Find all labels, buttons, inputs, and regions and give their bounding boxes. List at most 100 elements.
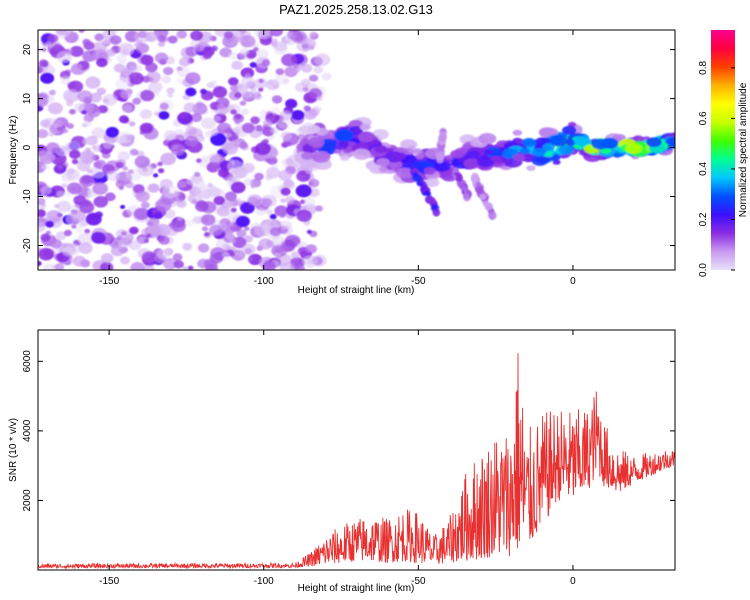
heatmap-cell [163, 258, 178, 270]
heatmap-cell [543, 127, 559, 137]
heatmap-cell [91, 231, 106, 244]
heatmap-cell [234, 119, 241, 125]
heatmap-cell [47, 154, 56, 161]
snr-ylabel: SNR (10 * v/v) [8, 418, 19, 482]
heatmap-cell [256, 48, 269, 59]
heatmap-cell [275, 253, 282, 259]
heatmap-cell [137, 236, 147, 245]
heatmap-cell [48, 131, 55, 137]
heatmap-cell [395, 152, 407, 160]
heatmap-cell [65, 141, 81, 153]
heatmap-cell [460, 181, 465, 186]
heatmap-cell [269, 30, 283, 37]
x-tick-label: -50 [411, 576, 426, 587]
heatmap-cell [285, 98, 298, 109]
heatmap-cell [86, 169, 93, 174]
heatmap-cell [66, 123, 74, 129]
heatmap-cell [234, 92, 242, 99]
heatmap-cell [103, 140, 114, 149]
heatmap-cell [303, 197, 316, 207]
heatmap-cell [228, 51, 239, 61]
heatmap-cell [158, 235, 170, 245]
heatmap-cell [314, 53, 331, 67]
heatmap-cell [80, 150, 96, 163]
heatmap-cell [294, 82, 308, 93]
heatmap-cell [239, 30, 247, 34]
heatmap-cell [646, 137, 662, 148]
y-tick-label: -10 [22, 189, 33, 204]
snr-xlabel: Height of straight line (km) [298, 583, 415, 594]
heatmap-cell [293, 63, 299, 69]
heatmap-cell [177, 66, 183, 72]
heatmap-cell [410, 163, 415, 168]
heatmap-cell [440, 130, 446, 136]
heatmap-cell [142, 265, 155, 270]
heatmap-cell [103, 39, 110, 45]
heatmap-cell [308, 178, 320, 188]
heatmap-cell [262, 119, 273, 128]
heatmap-cell [274, 41, 287, 52]
heatmap-cell [216, 103, 225, 111]
heatmap-cell [190, 30, 204, 41]
heatmap-cell [230, 109, 238, 115]
y-tick-label: 2000 [22, 489, 33, 512]
heatmap-cell [69, 149, 81, 159]
heatmap-cell [271, 95, 283, 104]
heatmap-cell [74, 226, 84, 233]
heatmap-cell [184, 135, 199, 147]
heatmap-cell [425, 178, 440, 188]
heatmap-cell [65, 191, 72, 197]
heatmap-cell [481, 193, 487, 200]
heatmap-cell [106, 57, 113, 63]
heatmap-cell [85, 212, 102, 226]
heatmap-cell [279, 110, 293, 121]
heatmap-cell [220, 252, 231, 261]
heatmap-cell [478, 133, 497, 145]
heatmap-cell [56, 50, 72, 63]
heatmap-cell [194, 171, 201, 177]
heatmap-cell [176, 30, 187, 39]
heatmap-cell [96, 57, 108, 68]
heatmap-cell [228, 77, 239, 86]
heatmap-cell [178, 181, 187, 188]
heatmap-cell [194, 43, 205, 52]
heatmap-cell [141, 201, 150, 209]
heatmap-cell [285, 196, 295, 204]
heatmap-cell [290, 258, 299, 265]
heatmap-cell [212, 86, 228, 98]
heatmap-cell [279, 212, 286, 218]
heatmap-cell [197, 243, 210, 253]
heatmap-cell [40, 185, 52, 195]
heatmap-cell [38, 247, 54, 261]
heatmap-cell [311, 254, 327, 267]
heatmap-cell [308, 137, 325, 148]
heatmap-cell [100, 262, 114, 270]
heatmap-cell [89, 92, 102, 103]
heatmap-cell [352, 148, 371, 160]
heatmap-cell [491, 155, 502, 163]
heatmap-cell [62, 246, 75, 257]
heatmap-cell [216, 206, 230, 217]
heatmap-cell [412, 148, 423, 155]
heatmap-cell [632, 135, 645, 143]
heatmap-cell [475, 181, 482, 188]
heatmap-cell [241, 122, 255, 134]
heatmap-cell [124, 76, 131, 82]
heatmap-cell [176, 78, 184, 84]
heatmap-cell [467, 150, 480, 159]
heatmap-cell [474, 185, 483, 194]
colorbar-tick-label: 0.0 [698, 263, 709, 277]
heatmap-cell [49, 238, 62, 249]
x-tick-label: -100 [254, 576, 274, 587]
heatmap-cell [41, 163, 50, 171]
heatmap-cell [157, 168, 165, 174]
heatmap-cell [295, 184, 312, 198]
heatmap-cell [163, 130, 178, 142]
heatmap-cell [172, 253, 183, 261]
heatmap-cell [40, 233, 51, 242]
heatmap-cell [217, 122, 232, 134]
heatmap-cell [531, 155, 549, 166]
heatmap-cell [228, 222, 235, 227]
heatmap-cell [207, 186, 221, 197]
